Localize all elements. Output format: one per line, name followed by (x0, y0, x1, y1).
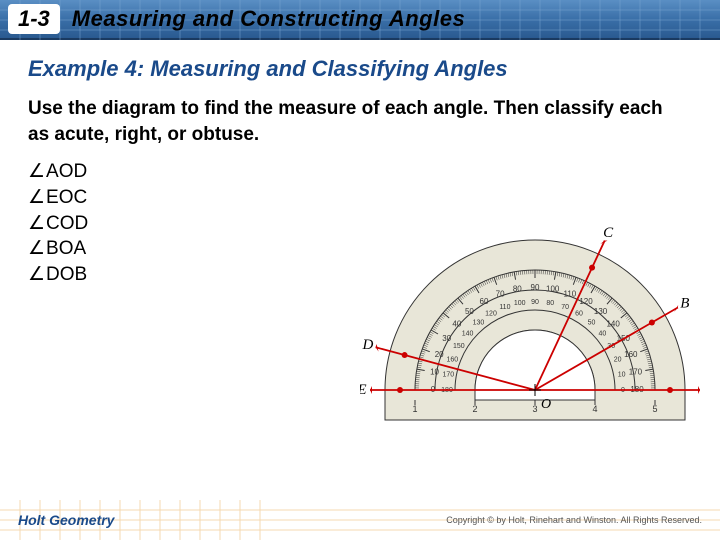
section-number-badge: 1-3 (8, 4, 60, 34)
angle-name: EOC (46, 185, 87, 211)
svg-text:170: 170 (629, 367, 643, 376)
footer-brand: Holt Geometry (18, 512, 114, 528)
svg-text:10: 10 (430, 367, 439, 376)
svg-text:90: 90 (531, 299, 539, 306)
svg-text:30: 30 (442, 334, 451, 343)
svg-text:160: 160 (446, 357, 458, 364)
svg-text:140: 140 (462, 330, 474, 337)
header-title: Measuring and Constructing Angles (72, 6, 465, 32)
copyright-text: Copyright © by Holt, Rinehart and Winsto… (446, 515, 702, 525)
svg-text:80: 80 (513, 285, 522, 294)
slide-content: Example 4: Measuring and Classifying Ang… (0, 40, 720, 500)
angle-item-eoc: ∠EOC (28, 185, 692, 211)
svg-text:40: 40 (452, 320, 461, 329)
svg-text:120: 120 (485, 311, 497, 318)
svg-text:130: 130 (473, 319, 485, 326)
slide-header: 1-3 Measuring and Constructing Angles (0, 0, 720, 40)
svg-text:80: 80 (546, 300, 554, 307)
svg-text:170: 170 (442, 372, 454, 379)
angle-symbol-icon: ∠ (28, 159, 45, 185)
svg-text:130: 130 (594, 307, 608, 316)
slide-footer: Holt Geometry Copyright © by Holt, Rineh… (0, 500, 720, 540)
svg-text:50: 50 (588, 319, 596, 326)
angle-symbol-icon: ∠ (28, 236, 45, 262)
svg-text:120: 120 (579, 297, 593, 306)
svg-text:1: 1 (412, 404, 417, 414)
svg-text:20: 20 (435, 350, 444, 359)
svg-text:E: E (360, 382, 367, 398)
angle-item-aod: ∠AOD (28, 159, 692, 185)
svg-text:2: 2 (472, 404, 477, 414)
angle-name: AOD (46, 159, 87, 185)
svg-text:110: 110 (564, 289, 577, 298)
svg-text:4: 4 (592, 404, 597, 414)
svg-text:100: 100 (514, 300, 526, 307)
svg-text:140: 140 (606, 320, 620, 329)
svg-text:O: O (541, 397, 551, 412)
angle-name: BOA (46, 236, 86, 262)
svg-text:10: 10 (618, 372, 626, 379)
svg-text:3: 3 (532, 404, 537, 414)
angle-symbol-icon: ∠ (28, 185, 45, 211)
angle-name: COD (46, 211, 88, 237)
svg-text:B: B (680, 296, 689, 312)
protractor-diagram: 0180101702016030150401405013060120701108… (360, 215, 700, 445)
svg-text:100: 100 (546, 285, 560, 294)
example-title: Example 4: Measuring and Classifying Ang… (28, 56, 692, 82)
svg-text:150: 150 (453, 343, 465, 350)
svg-text:D: D (361, 337, 373, 353)
angle-symbol-icon: ∠ (28, 211, 45, 237)
svg-text:110: 110 (499, 304, 510, 311)
svg-text:50: 50 (465, 307, 474, 316)
svg-text:60: 60 (480, 297, 489, 306)
svg-text:40: 40 (599, 330, 607, 337)
svg-text:C: C (603, 225, 614, 241)
instruction-text: Use the diagram to find the measure of e… (28, 96, 688, 147)
svg-text:60: 60 (575, 311, 583, 318)
svg-text:70: 70 (496, 289, 505, 298)
angle-name: DOB (46, 262, 87, 288)
svg-text:90: 90 (531, 283, 540, 292)
svg-text:5: 5 (652, 404, 657, 414)
svg-text:20: 20 (614, 357, 622, 364)
angle-symbol-icon: ∠ (28, 262, 45, 288)
svg-text:70: 70 (561, 304, 569, 311)
svg-text:160: 160 (624, 350, 638, 359)
